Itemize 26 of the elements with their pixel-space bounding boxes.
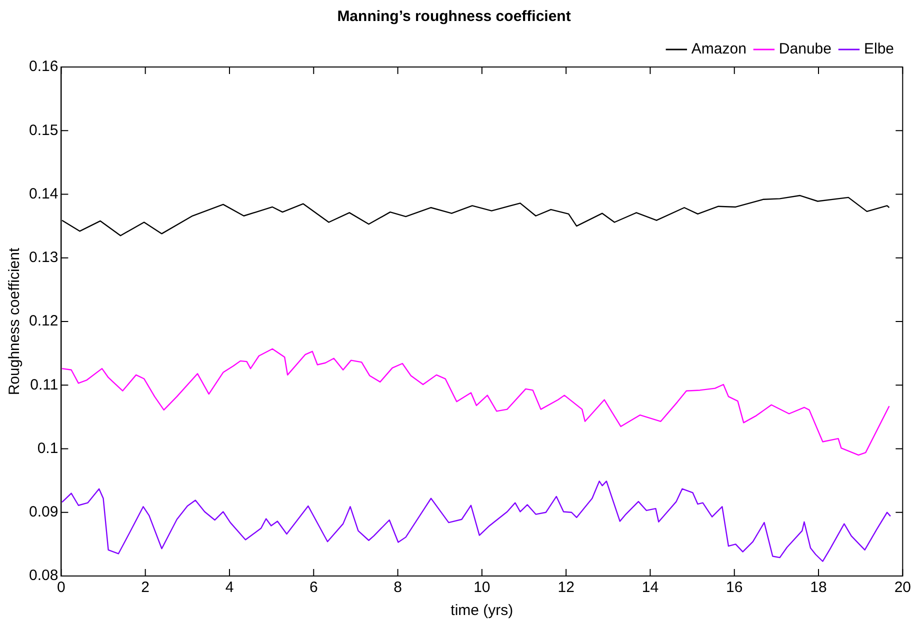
y-tick-label: 0.13 — [28, 249, 58, 266]
y-tick-label: 0.09 — [28, 504, 58, 521]
y-tick-label: 0.08 — [28, 567, 58, 584]
y-tick-label: 0.15 — [28, 122, 58, 139]
x-tick-label: 2 — [141, 579, 150, 596]
x-tick-label: 12 — [558, 579, 574, 596]
x-tick-label: 16 — [726, 579, 743, 596]
x-tick-label: 6 — [309, 579, 318, 596]
y-tick-label: 0.12 — [28, 312, 58, 330]
x-tick-label: 8 — [394, 579, 402, 596]
chart-title: Manning’s roughness coefficient — [337, 8, 571, 26]
x-tick-label: 4 — [225, 579, 234, 596]
legend-label: Danube — [778, 40, 832, 58]
x-tick-label: 20 — [894, 579, 911, 596]
x-tick-label: 10 — [474, 579, 490, 596]
y-tick-label: 0.11 — [30, 376, 58, 394]
y-axis-title: Roughness coefficient — [6, 247, 24, 396]
legend-label: Amazon — [691, 40, 746, 58]
x-tick-label: 14 — [642, 579, 659, 596]
y-tick-label: 0.14 — [28, 185, 58, 202]
x-tick-label: 18 — [810, 579, 827, 596]
y-tick-label: 0.16 — [28, 58, 58, 76]
x-axis-title: time (yrs) — [450, 602, 514, 620]
y-tick-label: 0.1 — [37, 440, 58, 457]
legend-label: Elbe — [864, 40, 894, 58]
x-tick-label: 0 — [57, 579, 66, 596]
